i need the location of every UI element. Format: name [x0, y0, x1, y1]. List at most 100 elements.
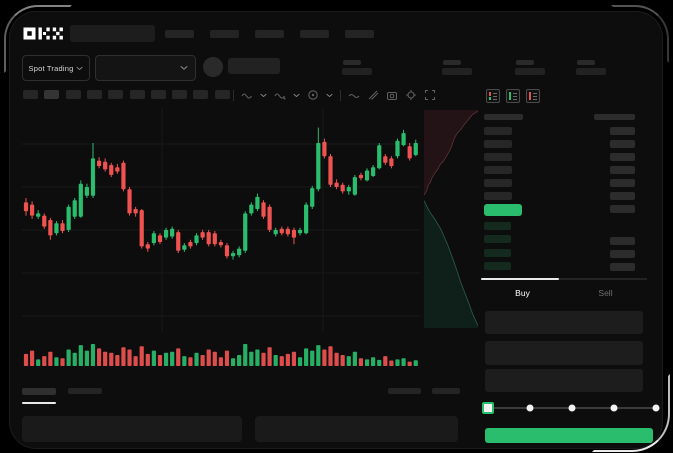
book-amount-placeholder: [610, 237, 635, 245]
slider-stop[interactable]: [610, 404, 618, 412]
book-bids-only-icon[interactable]: [506, 89, 520, 103]
book-amount-placeholder: [610, 192, 635, 200]
order-input-placeholder[interactable]: [485, 311, 643, 334]
book-amount-placeholder: [610, 166, 635, 174]
pair-selector-dropdown[interactable]: [95, 55, 196, 81]
buy-tab-label: Buy: [515, 288, 530, 298]
chevron-down-icon[interactable]: [293, 93, 300, 98]
bid-row-placeholder: [484, 235, 511, 244]
amount-slider[interactable]: [482, 402, 660, 414]
timeframe-button-placeholder[interactable]: [129, 90, 145, 99]
timeframe-button-placeholder[interactable]: [193, 90, 209, 99]
bid-row-placeholder: [484, 248, 511, 257]
candles-layer: [23, 127, 418, 260]
indicator-icon[interactable]: [307, 89, 319, 101]
book-amount-placeholder: [610, 179, 635, 187]
logo-x: [52, 27, 63, 40]
book-amount-placeholder: [610, 263, 635, 271]
timeframe-button-placeholder[interactable]: [23, 90, 38, 99]
buy-submit-button[interactable]: [485, 428, 653, 443]
fullscreen-icon[interactable]: [424, 89, 436, 101]
timeframe-button-placeholder[interactable]: [44, 90, 60, 99]
header-stat-placeholder: [442, 68, 472, 75]
chevron-down-icon: [180, 66, 188, 70]
orderbook-header-placeholder: [484, 114, 523, 120]
sell-tab-label: Sell: [598, 288, 613, 298]
tab-sell[interactable]: Sell: [564, 284, 647, 302]
book-amount-placeholder: [610, 153, 635, 161]
header-stat-placeholder: [576, 68, 606, 75]
volume-chart: [23, 344, 418, 366]
header-stat-placeholder: [342, 68, 372, 75]
settings-icon[interactable]: [405, 89, 417, 101]
ask-row-placeholder: [484, 179, 512, 187]
header-stat-placeholder: [577, 60, 595, 65]
line-style-icon[interactable]: [241, 89, 253, 101]
orderbook-header-placeholder: [594, 114, 635, 120]
last-price-highlight: [484, 204, 522, 216]
book-combined-icon[interactable]: [486, 89, 500, 103]
timeframe-button-placeholder[interactable]: [65, 90, 81, 99]
bottom-tab-active-placeholder[interactable]: [22, 388, 56, 395]
nav-item-placeholder[interactable]: [210, 30, 239, 38]
buy-tab-underline: [481, 278, 559, 280]
toolbar-divider: [233, 90, 234, 101]
bottom-tab-placeholder[interactable]: [68, 388, 102, 394]
logo-k: [38, 27, 50, 40]
book-amount-placeholder: [610, 250, 635, 258]
camera-icon[interactable]: [386, 89, 398, 101]
slider-stop[interactable]: [652, 404, 660, 412]
book-amount-placeholder: [610, 140, 635, 148]
bottom-action-placeholder[interactable]: [432, 388, 460, 394]
spot-trading-button[interactable]: Spot Trading: [22, 55, 90, 81]
nav-item-placeholder[interactable]: [165, 30, 194, 38]
toolbar-divider: [340, 89, 341, 101]
slider-handle[interactable]: [482, 402, 494, 414]
okx-logo: [22, 26, 64, 41]
book-amount-placeholder: [610, 127, 635, 135]
coin-avatar: [203, 57, 223, 77]
active-tab-underline: [22, 402, 56, 404]
bottom-panel-right: [255, 416, 458, 442]
depth-chart: [424, 110, 478, 328]
topbar-nav: [165, 30, 374, 38]
nav-item-placeholder[interactable]: [345, 30, 374, 38]
ask-row-placeholder: [484, 153, 512, 161]
bottom-panel-left: [22, 416, 242, 442]
chevron-down-icon: [76, 66, 84, 70]
nav-item-placeholder[interactable]: [300, 30, 329, 38]
orderbook-layout-toggles: [486, 89, 540, 103]
bid-row-placeholder: [484, 222, 511, 230]
overlay-line-icon[interactable]: [348, 89, 360, 101]
header-stat-placeholder: [515, 68, 545, 75]
slider-stop[interactable]: [568, 404, 576, 412]
trade-tabs-divider: [481, 278, 647, 280]
timeframe-button-placeholder[interactable]: [86, 90, 102, 99]
ask-row-placeholder: [484, 127, 512, 135]
pair-name-placeholder: [228, 58, 280, 74]
bottom-action-placeholder[interactable]: [388, 388, 421, 394]
timeframe-button-placeholder[interactable]: [172, 90, 188, 99]
timeframe-button-placeholder[interactable]: [214, 90, 230, 99]
ask-row-placeholder: [484, 166, 512, 174]
timeframe-button-placeholder[interactable]: [108, 90, 124, 99]
order-input-placeholder[interactable]: [485, 369, 643, 392]
order-input-placeholder[interactable]: [485, 341, 643, 365]
chevron-down-icon[interactable]: [260, 93, 267, 98]
slider-stop[interactable]: [526, 404, 534, 412]
chart-tool-icons: [241, 88, 436, 102]
ask-row-placeholder: [484, 192, 512, 200]
topbar-search-placeholder[interactable]: [70, 25, 155, 42]
timeframe-button-placeholder[interactable]: [150, 90, 166, 99]
book-amount-placeholder: [610, 205, 635, 213]
line-style-alt-icon[interactable]: [274, 89, 286, 101]
book-asks-only-icon[interactable]: [526, 89, 540, 103]
chart-gridlines: [22, 108, 420, 332]
draw-tool-icon[interactable]: [367, 89, 379, 101]
nav-item-placeholder[interactable]: [255, 30, 284, 38]
chevron-down-icon[interactable]: [326, 93, 333, 98]
tab-buy[interactable]: Buy: [481, 284, 564, 302]
header-stat-placeholder: [343, 60, 361, 65]
candlestick-chart[interactable]: [22, 108, 420, 332]
